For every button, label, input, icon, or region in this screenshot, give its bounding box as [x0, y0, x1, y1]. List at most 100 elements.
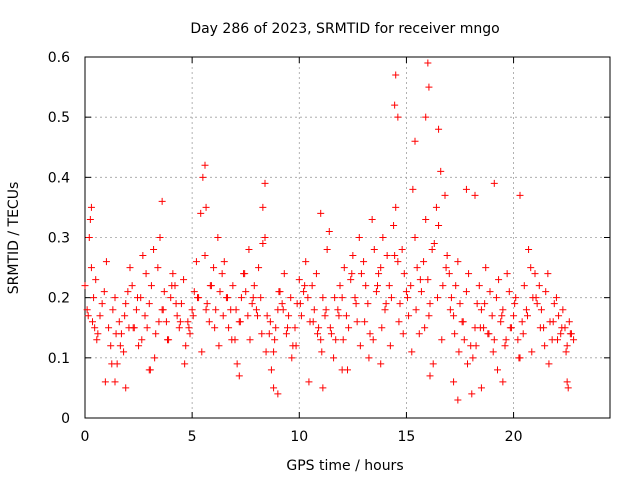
data-point	[272, 324, 280, 332]
data-point	[351, 294, 359, 302]
data-point	[537, 306, 545, 314]
data-point	[516, 191, 524, 199]
data-point	[237, 294, 245, 302]
data-point	[259, 240, 267, 248]
data-point	[402, 288, 410, 296]
data-point	[338, 366, 346, 374]
data-point	[261, 179, 269, 187]
data-point	[528, 348, 536, 356]
data-point	[520, 282, 528, 290]
data-point	[552, 294, 560, 302]
data-point	[361, 318, 369, 326]
data-point	[490, 336, 498, 344]
y-tick-label: 0	[61, 411, 70, 427]
data-point	[143, 324, 151, 332]
data-point	[85, 234, 93, 241]
data-point	[438, 336, 446, 344]
data-point	[150, 246, 158, 254]
data-point	[462, 288, 470, 296]
data-point	[450, 312, 458, 320]
data-point	[122, 300, 130, 308]
data-point	[145, 366, 153, 374]
data-point	[437, 167, 445, 175]
data-point	[252, 306, 260, 314]
data-point	[407, 282, 415, 290]
data-point	[297, 312, 305, 320]
data-point	[439, 282, 447, 290]
data-point	[338, 294, 346, 302]
data-point	[319, 294, 327, 302]
data-point	[446, 306, 454, 314]
data-point	[428, 246, 436, 254]
data-point	[477, 384, 485, 392]
data-point	[124, 288, 132, 296]
data-point	[155, 318, 163, 326]
data-point	[295, 276, 303, 284]
data-point	[266, 318, 274, 326]
data-point	[481, 300, 489, 308]
data-point	[108, 360, 116, 368]
data-point	[145, 300, 153, 308]
data-point	[175, 324, 183, 332]
data-point	[434, 294, 441, 302]
data-point	[111, 378, 119, 386]
data-point	[557, 330, 565, 338]
data-point	[570, 336, 578, 344]
data-point	[160, 288, 168, 296]
data-point	[417, 288, 425, 296]
data-point	[212, 306, 220, 314]
data-point	[111, 294, 119, 302]
data-point	[156, 234, 164, 241]
data-point	[464, 360, 471, 368]
data-point	[199, 173, 207, 181]
data-point	[232, 306, 240, 314]
data-point	[259, 203, 267, 211]
data-points	[81, 59, 578, 404]
data-point	[441, 191, 449, 199]
data-point	[219, 312, 227, 320]
x-tick-label: 10	[290, 429, 308, 445]
data-point	[411, 137, 419, 145]
data-point	[122, 384, 130, 392]
axis-ticks: 0 5 10 15 20 0 0.1 0.2 0.3 0.4 0.5 0.6	[48, 50, 610, 445]
data-point	[524, 312, 531, 320]
data-point	[532, 294, 540, 302]
data-point	[96, 312, 104, 320]
data-point	[398, 246, 406, 254]
data-point	[366, 330, 374, 338]
data-point	[120, 348, 128, 356]
data-point	[372, 288, 380, 296]
data-point	[270, 348, 278, 356]
data-point	[271, 336, 279, 344]
data-point	[525, 246, 533, 254]
data-point	[100, 288, 108, 296]
data-point	[374, 282, 381, 290]
data-point	[94, 330, 102, 338]
data-point	[317, 336, 325, 344]
data-point	[422, 215, 430, 223]
data-point	[186, 330, 194, 338]
x-tick-label: 0	[81, 429, 90, 445]
data-point	[352, 300, 360, 308]
data-point	[425, 312, 433, 320]
data-point	[503, 270, 511, 278]
data-point	[87, 203, 95, 211]
data-point	[327, 330, 335, 338]
data-point	[180, 276, 188, 284]
data-point	[334, 306, 342, 314]
data-point	[409, 185, 417, 193]
data-point	[107, 342, 115, 350]
data-point	[558, 324, 566, 332]
data-point	[566, 330, 574, 338]
data-point	[87, 264, 95, 272]
data-point	[172, 300, 180, 308]
data-point	[468, 390, 476, 398]
data-point	[404, 294, 411, 302]
data-point	[201, 252, 209, 260]
data-point	[459, 318, 467, 326]
data-point	[535, 282, 543, 290]
chart-title: Day 286 of 2023, SRMTID for receiver mng…	[190, 21, 499, 37]
data-point	[357, 270, 365, 278]
data-point	[394, 113, 402, 121]
data-point	[429, 360, 437, 368]
